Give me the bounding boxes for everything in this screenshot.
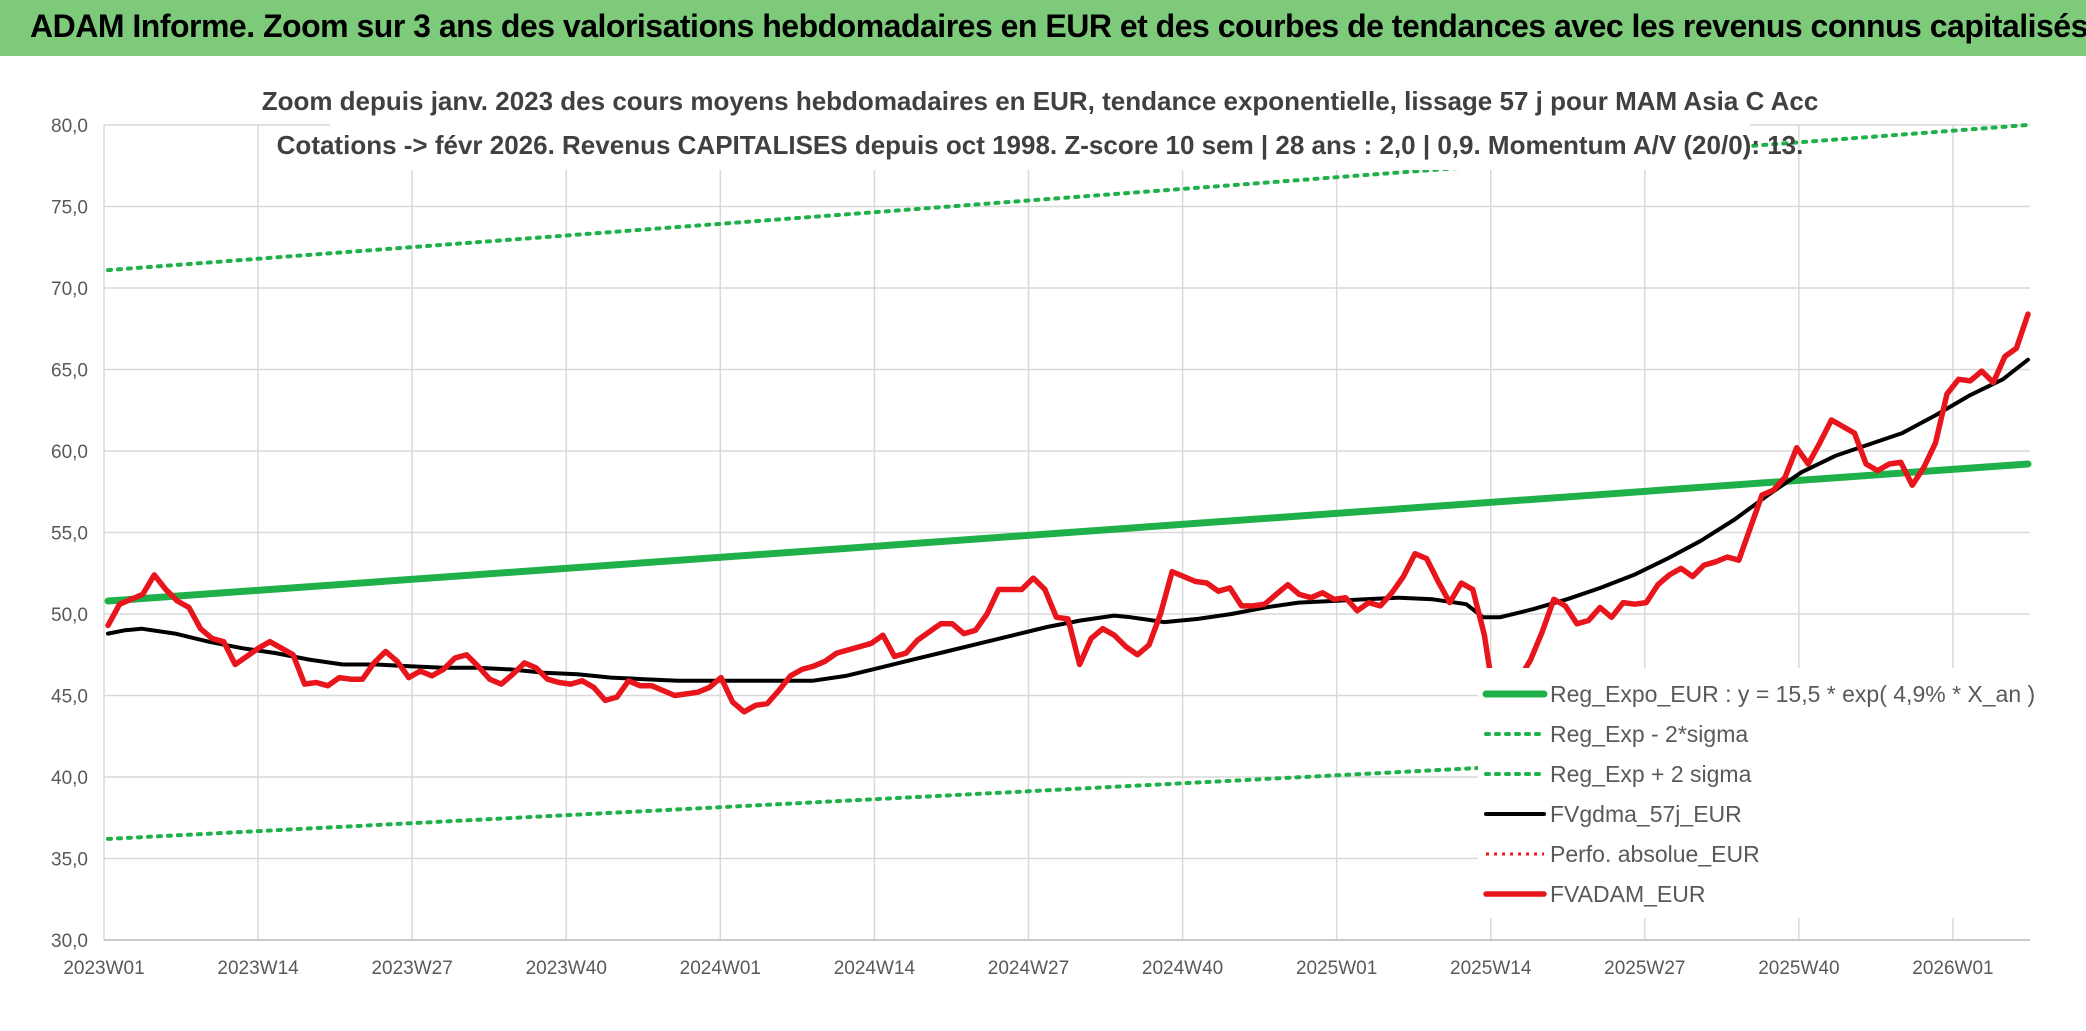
grid-lines <box>103 124 2030 941</box>
legend-label-perfo: Perfo. absolue_EUR <box>1550 841 1760 867</box>
series-line-fvadam <box>105 311 2031 715</box>
chart-title-line: Zoom depuis janv. 2023 des cours moyens … <box>262 86 1819 116</box>
legend-label-fvgdma: FVgdma_57j_EUR <box>1550 801 1742 827</box>
x-tick-label: 2025W14 <box>1450 958 1532 979</box>
x-tick-label: 2023W01 <box>63 958 144 979</box>
x-axis-labels: 2023W01 2023W14 2023W27 2023W40 2024W01 2024W… <box>63 958 1993 979</box>
y-tick-label: 50,0 <box>51 605 88 626</box>
x-tick-label: 2023W40 <box>526 958 607 979</box>
chart-title: Zoom depuis janv. 2023 des cours moyens … <box>262 78 1819 170</box>
x-tick-label: 2026W01 <box>1912 958 1993 979</box>
legend-label-reg_plus: Reg_Exp + 2 sigma <box>1550 761 1752 787</box>
series-line-reg_expo <box>104 460 2032 605</box>
y-axis-labels: 30,0 35,0 40,0 45,0 50,0 55,0 60,0 65,0 70,0 75,0… <box>51 116 88 952</box>
y-tick-label: 65,0 <box>51 361 88 382</box>
series-line-fvgdma <box>106 357 2030 683</box>
legend-label-reg_minus: Reg_Exp - 2*sigma <box>1550 721 1748 747</box>
x-tick-label: 2023W27 <box>371 958 452 979</box>
x-tick-label: 2025W01 <box>1296 958 1377 979</box>
y-tick-label: 55,0 <box>51 524 88 545</box>
legend-label-reg_expo: Reg_Expo_EUR : y = 15,5 * exp( 4,9% * X_… <box>1550 681 2035 707</box>
report-title: ADAM Informe. Zoom sur 3 ans des valoris… <box>30 8 2086 44</box>
x-tick-label: 2025W27 <box>1604 958 1685 979</box>
x-tick-label: 2024W27 <box>988 958 1069 979</box>
x-tick-label: 2024W01 <box>680 958 761 979</box>
x-tick-label: 2024W40 <box>1142 958 1223 979</box>
report-header: ADAM Informe. Zoom sur 3 ans des valoris… <box>0 0 2086 56</box>
y-tick-label: 70,0 <box>51 279 88 300</box>
y-tick-label: 60,0 <box>51 442 88 463</box>
legend: Reg_Expo_EUR : y = 15,5 * exp( 4,9% * X_… <box>1478 668 2038 918</box>
chart-title-background <box>330 78 1750 170</box>
y-tick-label: 35,0 <box>51 850 88 871</box>
y-tick-label: 30,0 <box>51 931 88 952</box>
y-tick-label: 75,0 <box>51 198 88 219</box>
x-tick-label: 2025W40 <box>1758 958 1839 979</box>
y-tick-label: 80,0 <box>51 116 88 137</box>
legend-label-fvadam: FVADAM_EUR <box>1550 881 1706 907</box>
legend-background <box>1478 668 2038 918</box>
y-tick-label: 45,0 <box>51 687 88 708</box>
chart-title-line: Cotations -> févr 2026. Revenus CAPITALI… <box>277 130 1804 160</box>
y-tick-label: 40,0 <box>51 768 88 789</box>
x-tick-label: 2024W14 <box>834 958 916 979</box>
x-tick-label: 2023W14 <box>217 958 299 979</box>
